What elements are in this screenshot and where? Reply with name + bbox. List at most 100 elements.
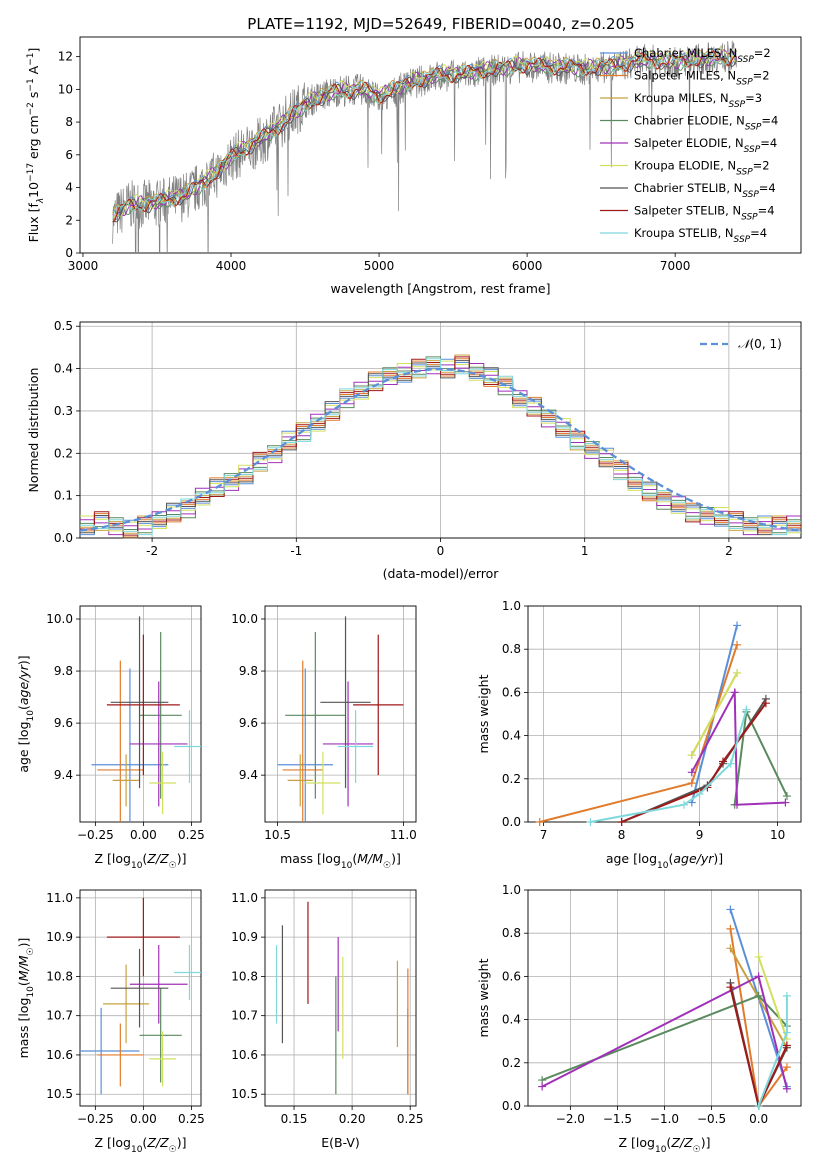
y-tick-label: 10.9 xyxy=(46,930,73,944)
x-tick-label: 6000 xyxy=(512,259,543,273)
weight-marker xyxy=(733,668,742,677)
label-part: Z/Z xyxy=(146,1135,169,1150)
y-tick-label: 0.0 xyxy=(502,1099,521,1113)
label-part: ☉ xyxy=(693,1145,701,1155)
y-tick-label: 0.2 xyxy=(502,1056,521,1070)
x-tick-label: −2.0 xyxy=(556,1112,585,1126)
x-tick-label: -1 xyxy=(290,544,302,558)
label-part: A xyxy=(26,65,41,78)
y-tick-label: 0.0 xyxy=(54,531,73,545)
x-tick-label: 9 xyxy=(696,828,704,842)
spectrum-model-line xyxy=(112,51,738,218)
label-part: )] xyxy=(177,1135,187,1150)
age-vs-Z-ylabel: age [log10(age/yr)] xyxy=(16,655,36,772)
x-tick-label: 11.0 xyxy=(390,828,417,842)
label-part: SSP xyxy=(741,213,758,223)
label-part: Z/Z xyxy=(670,1135,693,1150)
weight-marker xyxy=(782,1028,791,1037)
y-tick-label: 0.8 xyxy=(502,926,521,940)
weight-line xyxy=(621,702,767,823)
label-part: ☉ xyxy=(169,861,177,871)
y-tick-label: 0.4 xyxy=(502,729,521,743)
y-tick-label: 0.5 xyxy=(54,319,73,333)
y-tick-label: 9.6 xyxy=(239,716,258,730)
residuals-xlabel: (data-model)/error xyxy=(383,566,500,581)
label-part: Chabrier STELIB, N xyxy=(634,181,742,195)
label-part: ☉ xyxy=(169,1145,177,1155)
y-tick-label: 1.0 xyxy=(502,599,521,613)
label-part: )] xyxy=(701,1135,711,1150)
figure-title: PLATE=1192, MJD=52649, FIBERID=0040, z=0… xyxy=(247,15,634,33)
legend-entry: Kroupa MILES, NSSP=3 xyxy=(634,91,762,110)
x-tick-label: 5000 xyxy=(364,259,395,273)
label-part: age [log xyxy=(16,721,31,772)
x-tick-label: 1 xyxy=(581,544,589,558)
legend-entry: Salpeter STELIB, NSSP=4 xyxy=(634,204,775,223)
y-tick-label: 9.8 xyxy=(239,664,258,678)
weight-marker xyxy=(733,800,742,809)
x-tick-label: 0.25 xyxy=(178,828,205,842)
weight-marker xyxy=(586,818,595,826)
label-part: 10 xyxy=(131,861,143,871)
y-tick-label: 10.9 xyxy=(231,930,258,944)
label-part: Z [log xyxy=(95,851,131,866)
y-tick-label: 6 xyxy=(65,148,73,162)
age-vs-mass-xlabel: mass [log10(M/M☉)] xyxy=(280,851,401,871)
x-tick-label: −0.5 xyxy=(697,1112,726,1126)
weight-marker xyxy=(687,751,696,760)
label-part: 10 xyxy=(131,1145,143,1155)
legend-entry: Chabrier MILES, NSSP=2 xyxy=(634,46,771,65)
weight-marker xyxy=(687,779,696,788)
weight_vs_age-axes: 7 8 9 10 0.0 0.2 0.4 0.6 0.8 1.0 xyxy=(502,599,802,842)
label-part: age/yr xyxy=(673,851,714,866)
spectrum-model-line xyxy=(112,50,737,223)
y-tick-label: 0.0 xyxy=(502,815,521,829)
y-tick-label: 0.2 xyxy=(54,446,73,460)
weight-marker xyxy=(719,757,727,766)
label-part: ( xyxy=(352,851,357,866)
x-tick-label: −1.0 xyxy=(650,1112,679,1126)
label-part: =2 xyxy=(754,46,771,60)
x-tick-label: 3000 xyxy=(68,259,99,273)
x-tick-label: 8 xyxy=(618,828,626,842)
y-tick-label: 0 xyxy=(65,246,73,260)
y-tick-label: 0.6 xyxy=(502,685,521,699)
y-tick-label: 10.7 xyxy=(46,1009,73,1023)
mass-vs-Z-xlabel: Z [log10(Z/Z☉)] xyxy=(95,1135,187,1155)
label-part: age/yr xyxy=(16,664,31,705)
weight-marker xyxy=(726,905,735,914)
label-part: −17 xyxy=(26,163,36,182)
weight-marker xyxy=(742,705,751,714)
label-part: SSP xyxy=(744,145,761,155)
weight-vs-Z-ylabel: mass weight xyxy=(476,958,491,1037)
weight-marker xyxy=(726,983,735,992)
weight-marker xyxy=(782,792,791,801)
legend-entry: Chabrier ELODIE, NSSP=4 xyxy=(634,114,778,133)
weight-marker xyxy=(730,688,739,697)
weight-marker xyxy=(538,1082,547,1091)
x-tick-label: −1.5 xyxy=(603,1112,632,1126)
weight-marker xyxy=(761,699,770,708)
x-tick-label: 0.20 xyxy=(339,1112,366,1126)
y-tick-label: 0.8 xyxy=(502,642,521,656)
label-part: Salpeter STELIB, N xyxy=(634,204,741,218)
label-part: −1 xyxy=(26,78,36,91)
label-part: Salpeter ELODIE, N xyxy=(634,136,744,150)
legend-entry: Chabrier STELIB, NSSP=4 xyxy=(634,181,776,200)
age_vs_mass-frame xyxy=(264,605,417,823)
label-part: 10 xyxy=(26,182,41,198)
legend-entry: Salpeter MILES, NSSP=2 xyxy=(634,69,770,88)
spectrum-data-line xyxy=(112,40,738,253)
mass-vs-Z-ylabel: mass [log10(M/M☉)] xyxy=(16,938,36,1059)
weight-marker xyxy=(782,1063,791,1072)
label-part: =4 xyxy=(759,181,776,195)
weight-line xyxy=(757,956,788,1040)
mass_vs_EBV-axes: 0.15 0.20 0.25 10.5 10.6 10.7 10.8 10.9 11.0 xyxy=(231,889,424,1126)
y-tick-label: 2 xyxy=(65,213,73,227)
y-tick-label: 4 xyxy=(65,181,73,195)
spectrum-model-line xyxy=(112,50,737,216)
weight-vs-age-xlabel: age [log10(age/yr)] xyxy=(606,851,723,871)
y-tick-label: 10.8 xyxy=(46,969,73,983)
